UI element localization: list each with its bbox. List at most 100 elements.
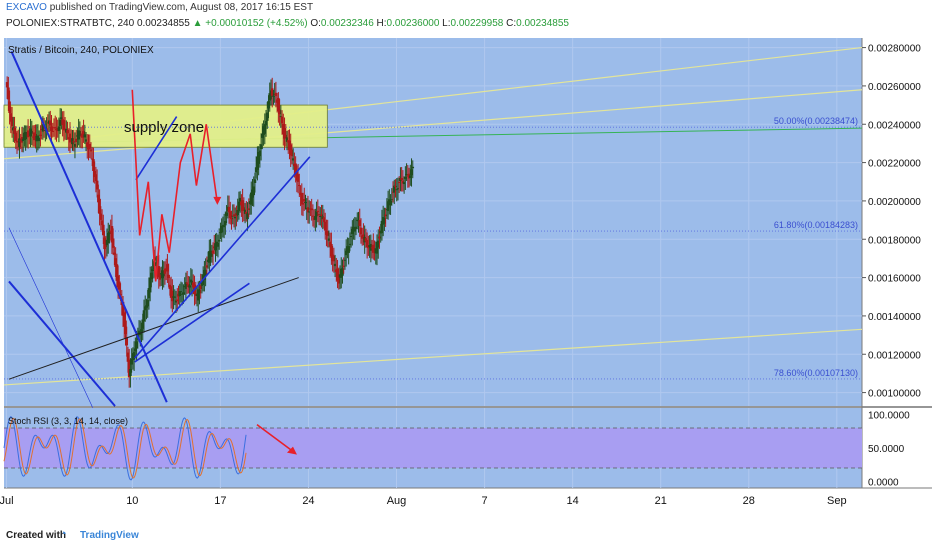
candle-body xyxy=(68,133,72,143)
open-value: 0.00232346 xyxy=(320,18,374,29)
candle-body xyxy=(352,226,355,230)
candle-body xyxy=(88,143,92,149)
candle-body xyxy=(18,138,21,148)
candle-body xyxy=(246,213,249,220)
candle-body xyxy=(342,265,346,267)
candle-body xyxy=(166,264,169,272)
candle-body xyxy=(141,319,145,329)
candle-body xyxy=(57,126,61,131)
candle-body xyxy=(62,119,66,131)
candle-body xyxy=(53,127,57,129)
y-tick-label: 0.00240000 xyxy=(868,120,921,131)
candle-body xyxy=(349,236,353,238)
candle-body xyxy=(103,237,106,250)
y-tick-label: 0.00260000 xyxy=(868,82,921,93)
candle-body xyxy=(270,88,274,96)
candle-body xyxy=(140,329,143,333)
candle-body xyxy=(188,285,191,288)
candle-body xyxy=(122,312,126,327)
candle-body xyxy=(174,300,178,303)
low-value: 0.00229958 xyxy=(450,18,504,29)
candle-body xyxy=(337,275,341,284)
candle-body xyxy=(410,169,413,176)
candle-body xyxy=(36,135,40,139)
candle-body xyxy=(151,269,154,271)
candle-body xyxy=(348,243,352,246)
fib-level-label: 61.80%(0.00184283) xyxy=(774,220,858,230)
high-value: 0.00236000 xyxy=(386,18,440,29)
time-axis-labels: Jul 10 17 24 Aug 7 14 21 28 Sep xyxy=(0,495,847,507)
candle-body xyxy=(243,209,247,214)
candle-body xyxy=(173,296,177,298)
candle-body xyxy=(71,138,74,145)
candle-body xyxy=(51,130,55,132)
candle-body xyxy=(314,216,317,220)
candle-body xyxy=(142,310,146,322)
candle-body xyxy=(134,348,137,352)
candle-body xyxy=(263,124,267,134)
candle-body xyxy=(13,127,16,135)
candle-body xyxy=(230,218,233,220)
candle-body xyxy=(100,220,104,226)
candle-body xyxy=(253,179,257,183)
candle-body xyxy=(84,139,88,142)
candle-body xyxy=(132,351,136,360)
close-value: 0.00234855 xyxy=(516,18,569,29)
x-tick-label: 24 xyxy=(302,495,314,507)
channel-line xyxy=(3,328,863,386)
author-name[interactable]: EXCAVO xyxy=(6,2,47,13)
candle-body xyxy=(408,175,412,178)
candle-body xyxy=(390,199,394,201)
y-tick-label: 0.00180000 xyxy=(868,235,921,246)
candle-body xyxy=(296,174,300,182)
tradingview-brand-link[interactable]: TradingView xyxy=(80,530,139,541)
candle-body xyxy=(397,182,401,184)
candle-body xyxy=(304,202,307,204)
candle-body xyxy=(115,264,119,281)
rsi-tick-label: 50.0000 xyxy=(868,444,905,455)
trend-line xyxy=(134,282,250,363)
candle-body xyxy=(320,214,323,217)
symbol-text: POLONIEX:STRATBTC, 240 0.00234855 xyxy=(6,18,190,29)
candle-body xyxy=(89,149,93,152)
y-tick-label: 0.00280000 xyxy=(868,44,921,55)
red-pattern-layer xyxy=(131,89,222,282)
candle-body xyxy=(121,301,125,316)
candle-body xyxy=(180,293,184,295)
x-tick-label: Sep xyxy=(827,495,847,507)
candle-body xyxy=(395,189,399,191)
candle-body xyxy=(110,226,114,243)
candle-body xyxy=(214,243,217,251)
candle-body xyxy=(14,132,18,141)
candle-body xyxy=(333,263,337,267)
x-tick-label: 14 xyxy=(567,495,579,507)
stoch-rsi-layer xyxy=(3,416,862,481)
candle-body xyxy=(232,214,236,217)
candle-body xyxy=(217,239,221,242)
candle-body xyxy=(367,247,370,249)
candle-body xyxy=(60,117,63,119)
candle-body xyxy=(302,198,306,202)
candle-body xyxy=(411,166,415,169)
candle-body xyxy=(155,262,158,267)
candle-body xyxy=(369,243,373,251)
candle-body xyxy=(278,109,281,115)
chart-canvas[interactable]: 50.00%(0.00238474) 61.80%(0.00184283) 78.6… xyxy=(0,36,932,524)
candle-body xyxy=(358,220,362,226)
candle-body xyxy=(285,137,289,142)
tradingview-logo-icon: ◔ xyxy=(60,528,67,540)
candle-body xyxy=(41,124,45,132)
candle-body xyxy=(99,213,103,220)
y-tick-label: 0.00220000 xyxy=(868,159,921,170)
candle-body xyxy=(157,266,161,278)
candle-body xyxy=(359,227,363,235)
candle-body xyxy=(389,200,392,206)
low-label: L: xyxy=(442,18,451,29)
candle-body xyxy=(118,281,121,290)
candle-body xyxy=(90,158,94,160)
y-tick-label: 0.00120000 xyxy=(868,350,921,361)
candle-body xyxy=(222,225,226,228)
candle-body xyxy=(95,180,99,190)
candle-body xyxy=(224,220,227,226)
candle-body xyxy=(238,197,242,202)
